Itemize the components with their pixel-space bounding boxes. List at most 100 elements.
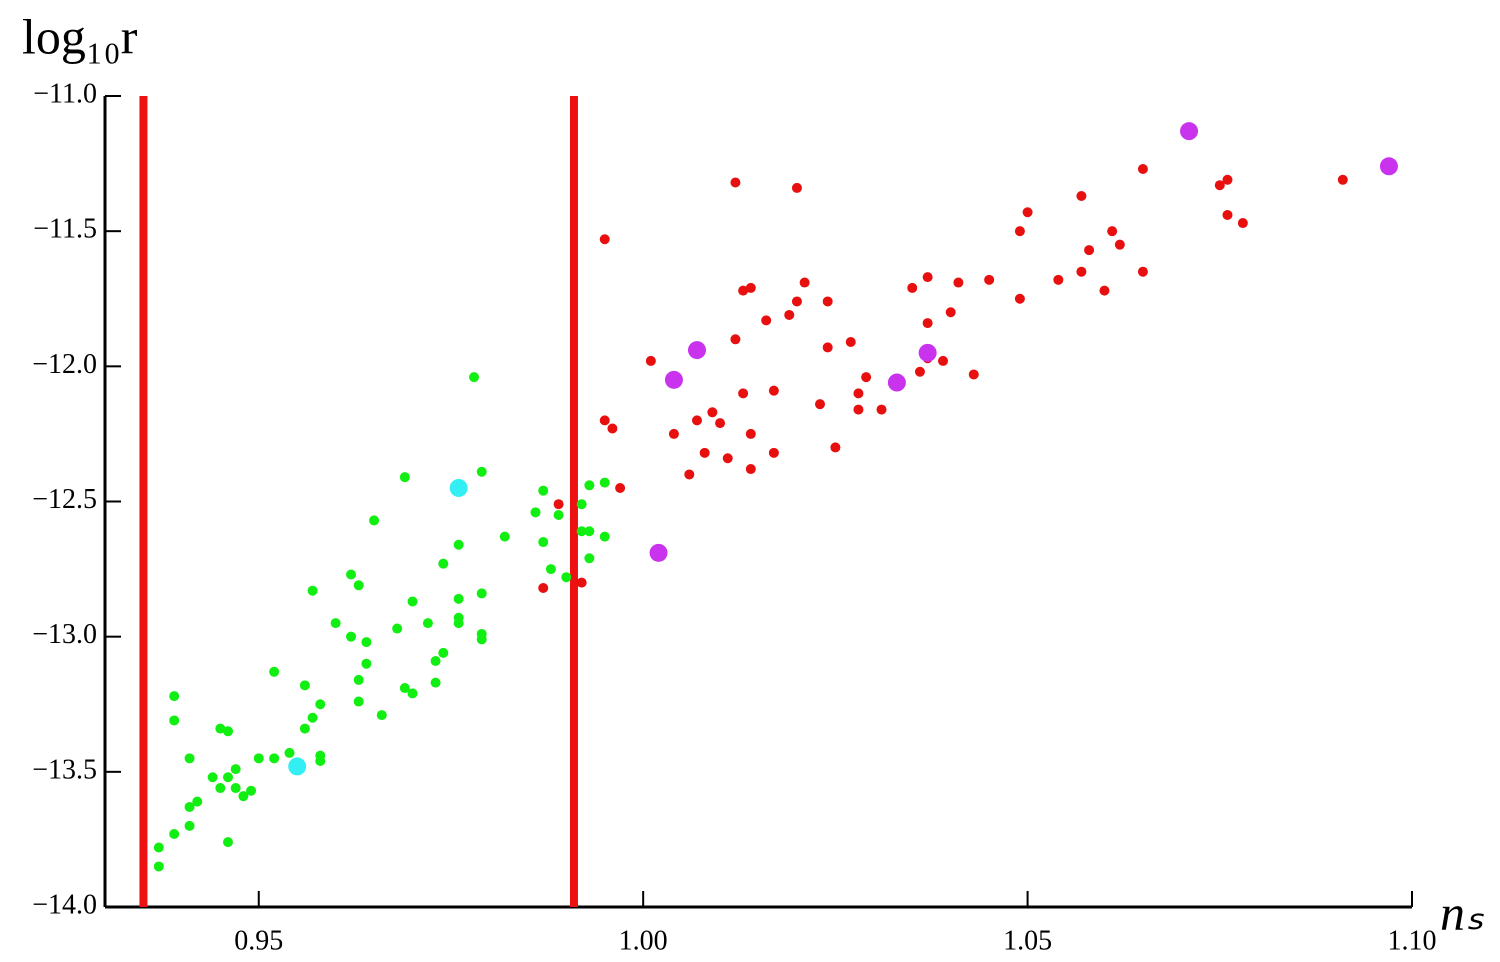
point bbox=[699, 447, 710, 458]
point bbox=[1222, 174, 1233, 185]
point bbox=[553, 510, 564, 521]
point bbox=[722, 453, 733, 464]
point bbox=[184, 801, 195, 812]
point bbox=[576, 577, 587, 588]
point bbox=[687, 341, 706, 360]
point bbox=[953, 277, 964, 288]
point bbox=[715, 418, 726, 429]
x-axis-title: nₛ bbox=[1440, 884, 1484, 940]
point bbox=[1053, 274, 1064, 285]
point bbox=[615, 482, 626, 493]
point bbox=[223, 726, 234, 737]
point bbox=[745, 428, 756, 439]
point bbox=[184, 820, 195, 831]
point bbox=[861, 372, 872, 383]
x-tick-label: 1.00 bbox=[619, 925, 668, 956]
point bbox=[476, 466, 487, 477]
point bbox=[346, 569, 357, 580]
x-tick-label: 1.05 bbox=[1003, 925, 1052, 956]
point bbox=[791, 182, 802, 193]
point bbox=[745, 464, 756, 475]
point bbox=[822, 342, 833, 353]
point bbox=[1107, 226, 1118, 237]
point bbox=[430, 655, 441, 666]
point bbox=[784, 309, 795, 320]
point bbox=[561, 572, 572, 583]
point bbox=[192, 796, 203, 807]
y-tick-label: −13.0 bbox=[32, 619, 97, 650]
point bbox=[968, 369, 979, 380]
point bbox=[284, 747, 295, 758]
x-tick-label: 1.10 bbox=[1388, 925, 1437, 956]
point bbox=[169, 715, 180, 726]
point bbox=[584, 526, 595, 537]
point bbox=[153, 842, 164, 853]
point bbox=[738, 388, 749, 399]
point bbox=[422, 618, 433, 629]
y-axis-title: log₁₀r bbox=[22, 8, 138, 64]
point bbox=[307, 585, 318, 596]
point bbox=[1076, 191, 1087, 202]
point bbox=[1214, 180, 1225, 191]
point bbox=[768, 447, 779, 458]
point bbox=[315, 750, 326, 761]
point bbox=[392, 623, 403, 634]
point bbox=[607, 423, 618, 434]
point bbox=[453, 539, 464, 550]
point bbox=[668, 428, 679, 439]
point bbox=[1114, 239, 1125, 250]
point bbox=[184, 753, 195, 764]
point bbox=[691, 415, 702, 426]
y-tick-label: −13.5 bbox=[32, 754, 97, 785]
point bbox=[253, 753, 264, 764]
point bbox=[745, 282, 756, 293]
x-tick-label: 0.95 bbox=[234, 925, 283, 956]
point bbox=[876, 404, 887, 415]
point bbox=[1180, 122, 1199, 141]
y-tick-label: −12.5 bbox=[32, 484, 97, 515]
point bbox=[914, 366, 925, 377]
point bbox=[476, 634, 487, 645]
point bbox=[649, 543, 668, 562]
point bbox=[738, 285, 749, 296]
point bbox=[922, 272, 933, 283]
point bbox=[584, 553, 595, 564]
point bbox=[230, 783, 241, 794]
point bbox=[1084, 245, 1095, 256]
point bbox=[361, 658, 372, 669]
y-tick-label: −11.5 bbox=[33, 214, 97, 245]
point bbox=[664, 370, 683, 389]
point bbox=[153, 861, 164, 872]
point bbox=[299, 680, 310, 691]
point bbox=[545, 564, 556, 575]
point bbox=[330, 618, 341, 629]
point bbox=[353, 696, 364, 707]
y-tick-label: −14.0 bbox=[32, 889, 97, 920]
point bbox=[469, 372, 480, 383]
point bbox=[246, 785, 257, 796]
point bbox=[584, 480, 595, 491]
point bbox=[430, 677, 441, 688]
point bbox=[369, 515, 380, 526]
point bbox=[730, 334, 741, 345]
point bbox=[922, 318, 933, 329]
point bbox=[376, 710, 387, 721]
point bbox=[853, 404, 864, 415]
point bbox=[1237, 218, 1248, 229]
point bbox=[1337, 174, 1348, 185]
point bbox=[453, 618, 464, 629]
point bbox=[288, 757, 307, 776]
point bbox=[576, 526, 587, 537]
point bbox=[768, 385, 779, 396]
point bbox=[845, 337, 856, 348]
point bbox=[238, 791, 249, 802]
point bbox=[538, 537, 549, 548]
point bbox=[399, 683, 410, 694]
point bbox=[538, 485, 549, 496]
point bbox=[1022, 207, 1033, 218]
point bbox=[1137, 266, 1148, 277]
point bbox=[1076, 266, 1087, 277]
point bbox=[815, 399, 826, 410]
point bbox=[599, 234, 610, 245]
point bbox=[499, 531, 510, 542]
